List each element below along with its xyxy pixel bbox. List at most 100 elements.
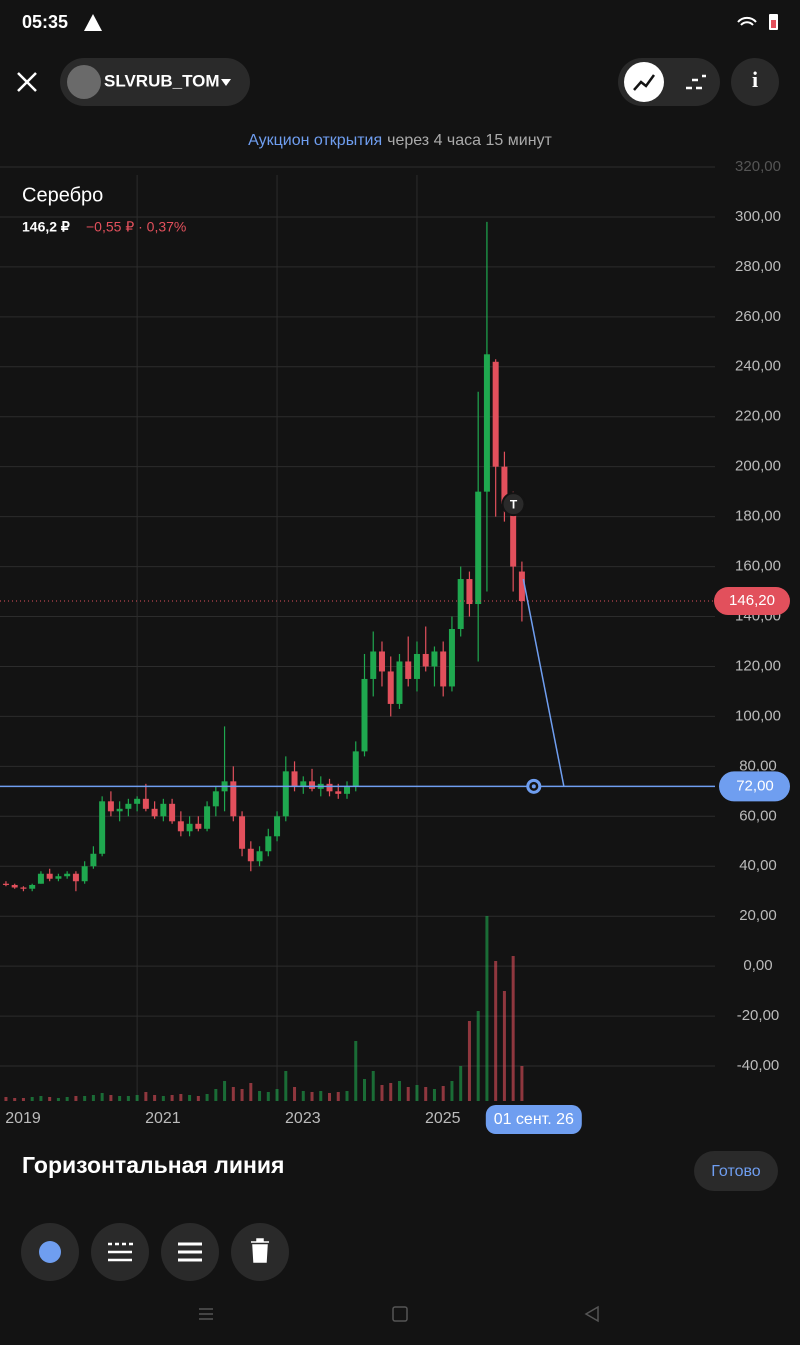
volume-bar [485, 916, 489, 1101]
info-button[interactable] [731, 58, 779, 106]
candle-body [431, 651, 438, 667]
candle-chart-button[interactable] [686, 74, 706, 90]
candle-body [510, 504, 517, 567]
volume-bar [293, 1087, 297, 1101]
y-tick-label: 20,00 [739, 907, 777, 924]
candle-body [55, 876, 62, 879]
candle-body [46, 873, 53, 879]
y-tick-label: 80,00 [739, 757, 777, 774]
volume-bar [74, 1096, 78, 1101]
volume-bar [118, 1096, 122, 1101]
candle-body [396, 661, 403, 704]
candle-body [64, 873, 71, 877]
volume-bar [432, 1089, 436, 1101]
candle-body [405, 661, 412, 679]
x-tick-label: 2021 [145, 1110, 181, 1127]
y-tick-label: 60,00 [739, 807, 777, 824]
trade-marker-label: T [510, 497, 518, 511]
volume-bar [476, 1011, 480, 1101]
ticker-icon [67, 65, 101, 99]
candle-body [195, 823, 202, 829]
volume-bar [153, 1095, 157, 1101]
plot-area [0, 166, 715, 1101]
candle-body [169, 803, 176, 822]
candle-body [492, 361, 499, 467]
nav-back[interactable] [584, 1305, 599, 1323]
volume-bar [109, 1095, 113, 1101]
chart: 320,00 300,00 280,00 260,00 240,00 220,00 200,… [0, 158, 790, 1134]
done-label: Готово [711, 1163, 761, 1180]
y-tick-label: -40,00 [737, 1057, 780, 1074]
y-tick-label: 40,00 [739, 857, 777, 874]
volume-bar [389, 1083, 393, 1101]
volume-bar [56, 1098, 60, 1101]
candle-body [291, 771, 298, 787]
cursor-date-badge [485, 1105, 582, 1134]
alert-icon [84, 14, 102, 31]
candle-body [212, 791, 219, 807]
volume-bar [100, 1093, 104, 1101]
candle-body [413, 653, 420, 679]
volume-bar [424, 1087, 428, 1101]
volume-bar [135, 1095, 139, 1101]
volume-bar [301, 1091, 305, 1101]
clock: 05:35 [22, 12, 68, 32]
close-button[interactable] [17, 72, 37, 92]
volume-bar [354, 1041, 358, 1101]
candle-body [230, 781, 237, 817]
y-tick-label: 220,00 [735, 408, 781, 425]
x-tick-label: 2025 [425, 1110, 461, 1127]
volume-bar [83, 1096, 87, 1101]
nav-menu[interactable] [199, 1308, 213, 1320]
line-handle-dot [531, 784, 536, 789]
horizontal-line-label: 72,00 [736, 777, 774, 794]
auction-link[interactable]: Аукцион открытия [248, 132, 382, 149]
volume-bar [415, 1085, 419, 1101]
line-icon [633, 74, 656, 91]
ticker: SLVRUB_TOM [104, 71, 220, 90]
volume-bar [188, 1095, 192, 1101]
line-chart-button[interactable] [624, 62, 664, 102]
candle-body [107, 801, 114, 812]
ticker-selector[interactable] [60, 58, 250, 106]
candle-body [160, 803, 167, 817]
candle-body [518, 571, 525, 602]
volume-bar [144, 1092, 148, 1101]
battery-level [771, 20, 776, 28]
auction-time: через 4 часа 15 минут [387, 132, 552, 149]
candle-body [186, 823, 193, 832]
done-button[interactable] [694, 1151, 778, 1191]
candle-body [352, 751, 359, 787]
volume-bar [511, 956, 515, 1101]
volume-bar [196, 1096, 200, 1101]
candle-body [300, 781, 307, 787]
color-swatch [39, 1241, 61, 1263]
last-price-badge [714, 587, 790, 616]
y-tick-label: 240,00 [735, 358, 781, 375]
candle-body [475, 491, 482, 605]
candle-body [72, 873, 79, 882]
candle-body [11, 884, 18, 888]
volume-bar [336, 1092, 340, 1101]
nav-home[interactable] [392, 1306, 408, 1322]
panel-title: Горизонтальная линия [22, 1152, 284, 1178]
dropdown-arrow [221, 79, 231, 86]
candle-body [134, 798, 141, 804]
volume-bar [397, 1081, 401, 1101]
last-price-label: 146,20 [729, 592, 775, 609]
y-tick-label: 320,00 [735, 158, 781, 175]
candle-body [335, 791, 342, 794]
candle-body [20, 887, 27, 889]
instrument-name: Серебро [22, 184, 103, 206]
candle-body [440, 651, 447, 687]
candle-body [2, 883, 9, 885]
cursor-date-label: 01 сент. 26 [494, 1111, 574, 1128]
candle-body [274, 816, 281, 837]
candle-body [204, 806, 211, 829]
volume-bar [310, 1092, 314, 1101]
y-tick-label: 100,00 [735, 707, 781, 724]
volume-bar [328, 1093, 332, 1101]
trash-icon [251, 1238, 269, 1263]
candle-body [457, 579, 464, 630]
